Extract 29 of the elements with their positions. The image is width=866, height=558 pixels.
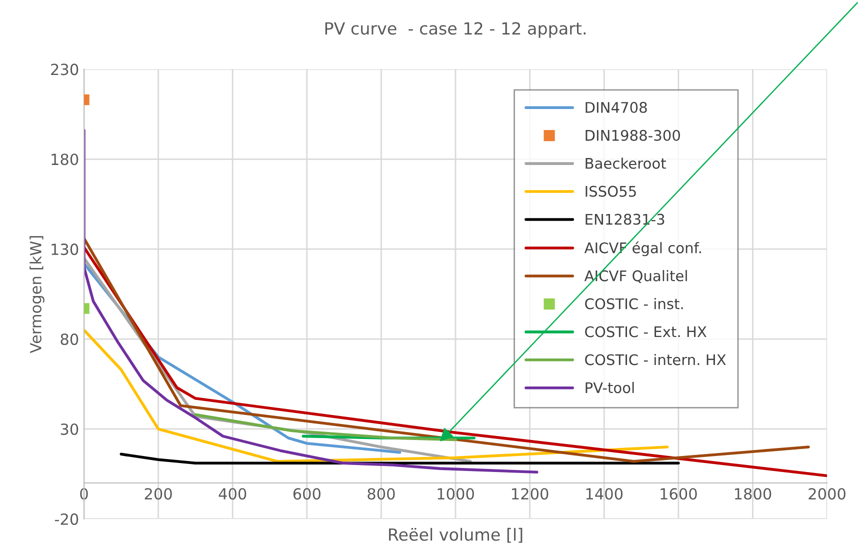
y-tick-label: 130 xyxy=(52,244,78,256)
line-series xyxy=(84,128,538,474)
x-tick-label: 1800 xyxy=(734,488,772,500)
x-tick-label: 1600 xyxy=(660,488,697,500)
legend-label: DIN1988-300 xyxy=(586,130,680,141)
x-tick-label: 600 xyxy=(293,488,320,500)
y-axis-title: Vermogen [kW] xyxy=(30,236,44,354)
y-tick-label: 230 xyxy=(51,64,78,76)
x-tick-label: 1200 xyxy=(512,488,548,500)
legend-label: COSTIC - inst. xyxy=(585,298,683,310)
y-tick-label: 30 xyxy=(60,423,78,436)
x-tick-label: 1000 xyxy=(438,488,474,500)
x-tick-label: 1400 xyxy=(586,488,623,500)
y-tick-label: 80 xyxy=(60,334,78,346)
chart-title: PV curve - case 12 - 12 appart. xyxy=(325,22,586,38)
x-tick-label: 200 xyxy=(144,488,172,500)
x-tick-label: 800 xyxy=(368,488,395,500)
x-tick-label: 400 xyxy=(218,488,246,500)
legend-label: Baeckeroot xyxy=(586,158,666,169)
legend-label: PV-tool xyxy=(586,382,634,394)
line-series xyxy=(194,413,457,442)
x-axis-title: Reëel volume [l] xyxy=(389,528,522,543)
y-tick-label: 180 xyxy=(52,154,78,166)
legend-label: DIN4708 xyxy=(586,102,647,113)
x-tick-label: 2000 xyxy=(808,488,846,500)
legend-label: COSTIC - Ext. HX xyxy=(585,326,706,338)
legend-label: COSTIC - intern. HX xyxy=(585,354,726,366)
y-tick-label: -20 xyxy=(54,513,78,525)
legend-label: ISSO55 xyxy=(586,186,636,197)
